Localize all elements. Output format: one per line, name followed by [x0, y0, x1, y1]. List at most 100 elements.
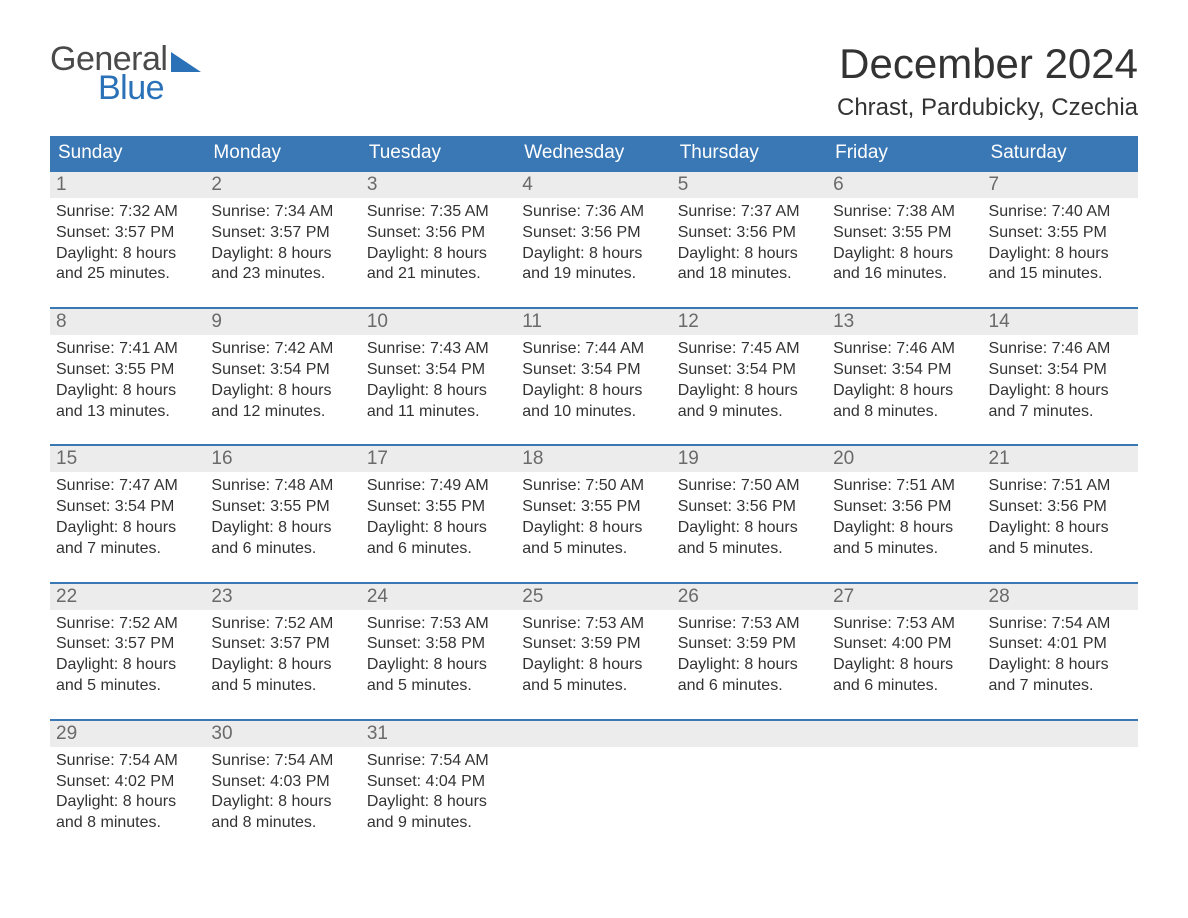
day-details: Sunrise: 7:53 AMSunset: 3:59 PMDaylight:… [672, 610, 827, 697]
calendar-day: 6Sunrise: 7:38 AMSunset: 3:55 PMDaylight… [827, 172, 982, 285]
day-number: 9 [211, 311, 222, 332]
day-number: 1 [56, 174, 67, 195]
day-d2-text: and 15 minutes. [989, 264, 1132, 285]
day-details: Sunrise: 7:52 AMSunset: 3:57 PMDaylight:… [50, 610, 205, 697]
calendar-day [983, 721, 1138, 834]
day-d1-text: Daylight: 8 hours [56, 244, 199, 265]
calendar-day: 10Sunrise: 7:43 AMSunset: 3:54 PMDayligh… [361, 309, 516, 422]
day-sunrise-text: Sunrise: 7:35 AM [367, 202, 510, 223]
day-sunset-text: Sunset: 3:55 PM [56, 360, 199, 381]
calendar-day: 27Sunrise: 7:53 AMSunset: 4:00 PMDayligh… [827, 584, 982, 697]
day-d2-text: and 18 minutes. [678, 264, 821, 285]
day-sunset-text: Sunset: 3:54 PM [989, 360, 1132, 381]
weekday-header: Monday [205, 136, 360, 170]
day-number: 28 [989, 586, 1010, 607]
day-d1-text: Daylight: 8 hours [367, 244, 510, 265]
day-sunrise-text: Sunrise: 7:48 AM [211, 476, 354, 497]
day-number-band [672, 721, 827, 747]
day-d2-text: and 8 minutes. [211, 813, 354, 834]
day-details: Sunrise: 7:54 AMSunset: 4:03 PMDaylight:… [205, 747, 360, 834]
calendar-week: 22 Sunrise: 7:52 AMSunset: 3:57 PMDayligh… [50, 582, 1138, 697]
day-number-band: 14 [983, 309, 1138, 335]
day-details: Sunrise: 7:46 AMSunset: 3:54 PMDaylight:… [983, 335, 1138, 422]
day-d2-text: and 5 minutes. [833, 539, 976, 560]
day-sunrise-text: Sunrise: 7:52 AM [56, 614, 199, 635]
calendar-day: 14Sunrise: 7:46 AMSunset: 3:54 PMDayligh… [983, 309, 1138, 422]
day-details: Sunrise: 7:41 AMSunset: 3:55 PMDaylight:… [50, 335, 205, 422]
calendar-day: 9Sunrise: 7:42 AMSunset: 3:54 PMDaylight… [205, 309, 360, 422]
day-number-band: 13 [827, 309, 982, 335]
day-details: Sunrise: 7:45 AMSunset: 3:54 PMDaylight:… [672, 335, 827, 422]
day-d2-text: and 5 minutes. [989, 539, 1132, 560]
day-d1-text: Daylight: 8 hours [211, 792, 354, 813]
day-sunrise-text: Sunrise: 7:54 AM [56, 751, 199, 772]
day-d2-text: and 19 minutes. [522, 264, 665, 285]
day-sunset-text: Sunset: 3:58 PM [367, 634, 510, 655]
day-d2-text: and 6 minutes. [678, 676, 821, 697]
day-number-band: 22 [50, 584, 205, 610]
calendar-week: 8Sunrise: 7:41 AMSunset: 3:55 PMDaylight… [50, 307, 1138, 422]
day-number-band: 26 [672, 584, 827, 610]
calendar-day: 19Sunrise: 7:50 AMSunset: 3:56 PMDayligh… [672, 446, 827, 559]
day-number: 21 [989, 448, 1010, 469]
day-number: 22 [56, 586, 77, 607]
day-sunset-text: Sunset: 3:54 PM [56, 497, 199, 518]
day-number: 23 [211, 586, 232, 607]
calendar-week: 15Sunrise: 7:47 AMSunset: 3:54 PMDayligh… [50, 444, 1138, 559]
day-number-band: 15 [50, 446, 205, 472]
logo: General Blue [50, 40, 201, 108]
day-number-band: 31 [361, 721, 516, 747]
day-number: 5 [678, 174, 689, 195]
day-number: 12 [678, 311, 699, 332]
header: General Blue December 2024 Chrast, Pardu… [50, 40, 1138, 122]
calendar-day: 12 Sunrise: 7:45 AMSunset: 3:54 PMDayligh… [672, 309, 827, 422]
day-sunrise-text: Sunrise: 7:40 AM [989, 202, 1132, 223]
day-details: Sunrise: 7:40 AMSunset: 3:55 PMDaylight:… [983, 198, 1138, 285]
day-number-band: 10 [361, 309, 516, 335]
day-number: 3 [367, 174, 378, 195]
day-number-band: 6 [827, 172, 982, 198]
day-sunset-text: Sunset: 4:01 PM [989, 634, 1132, 655]
day-d1-text: Daylight: 8 hours [678, 518, 821, 539]
day-sunset-text: Sunset: 3:55 PM [367, 497, 510, 518]
calendar-day: 25Sunrise: 7:53 AMSunset: 3:59 PMDayligh… [516, 584, 671, 697]
day-sunset-text: Sunset: 3:54 PM [522, 360, 665, 381]
day-number-band: 3 [361, 172, 516, 198]
day-number: 7 [989, 174, 1000, 195]
day-sunset-text: Sunset: 3:56 PM [678, 497, 821, 518]
day-number: 11 [522, 311, 542, 332]
day-d1-text: Daylight: 8 hours [367, 655, 510, 676]
day-d2-text: and 23 minutes. [211, 264, 354, 285]
calendar-day [672, 721, 827, 834]
day-number: 20 [833, 448, 854, 469]
day-details: Sunrise: 7:54 AMSunset: 4:02 PMDaylight:… [50, 747, 205, 834]
calendar-week: 1Sunrise: 7:32 AMSunset: 3:57 PMDaylight… [50, 170, 1138, 285]
day-sunset-text: Sunset: 4:04 PM [367, 772, 510, 793]
day-d1-text: Daylight: 8 hours [989, 518, 1132, 539]
day-number: 26 [678, 586, 699, 607]
day-number: 27 [833, 586, 854, 607]
weekday-header-row: SundayMondayTuesdayWednesdayThursdayFrid… [50, 136, 1138, 170]
day-sunrise-text: Sunrise: 7:43 AM [367, 339, 510, 360]
day-d2-text: and 6 minutes. [211, 539, 354, 560]
day-number: 19 [678, 448, 699, 469]
day-sunrise-text: Sunrise: 7:37 AM [678, 202, 821, 223]
day-d1-text: Daylight: 8 hours [522, 244, 665, 265]
day-details: Sunrise: 7:36 AMSunset: 3:56 PMDaylight:… [516, 198, 671, 285]
day-number: 4 [522, 174, 533, 195]
day-sunrise-text: Sunrise: 7:44 AM [522, 339, 665, 360]
day-d2-text: and 5 minutes. [522, 676, 665, 697]
calendar: SundayMondayTuesdayWednesdayThursdayFrid… [50, 136, 1138, 834]
day-number-band: 28 [983, 584, 1138, 610]
calendar-day: 28Sunrise: 7:54 AMSunset: 4:01 PMDayligh… [983, 584, 1138, 697]
day-d1-text: Daylight: 8 hours [833, 244, 976, 265]
day-d1-text: Daylight: 8 hours [678, 381, 821, 402]
calendar-day: 17Sunrise: 7:49 AMSunset: 3:55 PMDayligh… [361, 446, 516, 559]
day-number-band: 27 [827, 584, 982, 610]
day-d1-text: Daylight: 8 hours [678, 655, 821, 676]
day-sunrise-text: Sunrise: 7:51 AM [989, 476, 1132, 497]
day-d1-text: Daylight: 8 hours [522, 518, 665, 539]
day-sunrise-text: Sunrise: 7:46 AM [989, 339, 1132, 360]
day-d1-text: Daylight: 8 hours [678, 244, 821, 265]
weeks-container: 1Sunrise: 7:32 AMSunset: 3:57 PMDaylight… [50, 170, 1138, 834]
